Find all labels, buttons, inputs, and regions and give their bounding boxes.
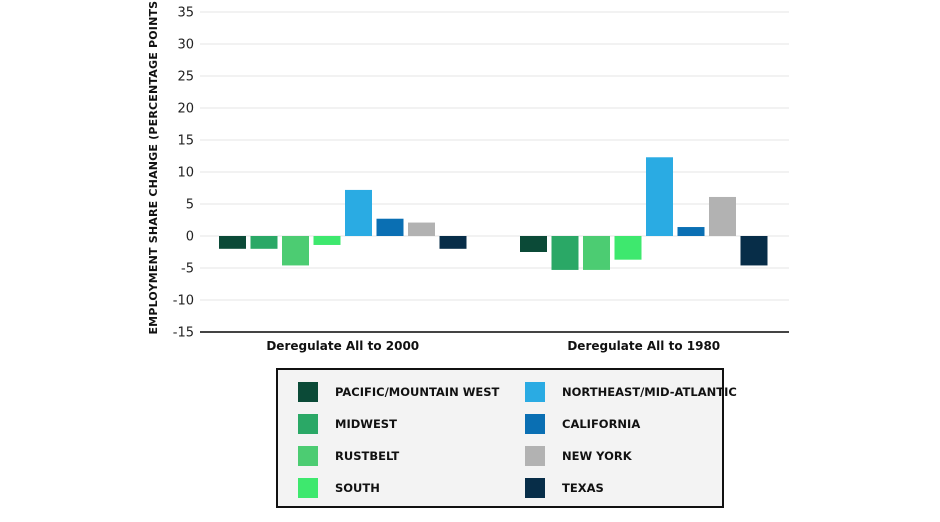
- bar-pacific-mountain-west-2: [520, 236, 547, 252]
- y-tick-label: -10: [173, 294, 194, 309]
- bar-texas-2: [740, 236, 768, 266]
- legend-item: MIDWEST: [298, 414, 397, 434]
- y-tick-label: -5: [181, 262, 194, 277]
- bar-northeast-mid-atlantic-1: [345, 189, 372, 236]
- y-tick-label: 10: [177, 166, 194, 181]
- y-axis-title: EMPLOYMENT SHARE CHANGE (PERCENTAGE POIN…: [147, 0, 160, 335]
- category-label: Deregulate All to 2000: [266, 339, 419, 353]
- bar-pacific-mountain-west-1: [219, 236, 246, 249]
- bar-midwest-1: [250, 236, 278, 249]
- y-tick-label: 25: [177, 70, 194, 85]
- legend-item: NEW YORK: [525, 446, 632, 466]
- legend-swatch: [525, 414, 545, 434]
- category-label: Deregulate All to 1980: [567, 339, 720, 353]
- legend-label: NEW YORK: [562, 449, 632, 463]
- legend-swatch: [298, 478, 318, 498]
- legend-swatch: [298, 446, 318, 466]
- legend-label: SOUTH: [335, 481, 380, 495]
- y-tick-label: 30: [177, 38, 194, 53]
- legend-label: NORTHEAST/MID-ATLANTIC: [562, 385, 737, 399]
- legend-swatch: [525, 446, 545, 466]
- bar-south-1: [313, 236, 341, 245]
- legend-label: CALIFORNIA: [562, 417, 641, 431]
- legend-label: TEXAS: [562, 481, 604, 495]
- legend-swatch: [525, 478, 545, 498]
- legend-item: PACIFIC/MOUNTAIN WEST: [298, 382, 499, 402]
- bar-rustbelt-1: [282, 236, 309, 266]
- bar-south-2: [614, 236, 642, 260]
- legend-item: CALIFORNIA: [525, 414, 640, 434]
- legend-label: RUSTBELT: [335, 449, 400, 463]
- legend: PACIFIC/MOUNTAIN WEST MIDWEST RUSTBELT SOUT…: [276, 368, 737, 508]
- legend-swatch: [525, 382, 545, 402]
- bar-midwest-2: [551, 236, 579, 270]
- bar-new-york-1: [408, 222, 435, 236]
- y-tick-label: 35: [177, 6, 194, 21]
- y-tick-label: 15: [177, 134, 194, 149]
- bar-northeast-mid-atlantic-2: [646, 157, 673, 236]
- bar-chart: 35 30 25 20 15 10 5 0 -5 -10 -15 Deregulate All to …: [147, 0, 789, 353]
- bar-texas-1: [439, 236, 467, 249]
- bar-california-1: [376, 218, 404, 236]
- y-tick-label: 0: [186, 230, 194, 245]
- legend-swatch: [298, 414, 318, 434]
- y-tick-label: 5: [186, 198, 194, 213]
- bar-rustbelt-2: [583, 236, 610, 270]
- legend-item: RUSTBELT: [298, 446, 399, 466]
- legend-item: NORTHEAST/MID-ATLANTIC: [525, 382, 737, 402]
- legend-label: MIDWEST: [335, 417, 397, 431]
- legend-label: PACIFIC/MOUNTAIN WEST: [335, 385, 500, 399]
- legend-item: SOUTH: [298, 478, 380, 498]
- legend-swatch: [298, 382, 318, 402]
- bar-california-2: [677, 227, 705, 236]
- legend-item: TEXAS: [525, 478, 604, 498]
- bar-new-york-2: [709, 196, 736, 236]
- y-tick-label: 20: [177, 102, 194, 117]
- y-tick-label: -15: [173, 326, 194, 341]
